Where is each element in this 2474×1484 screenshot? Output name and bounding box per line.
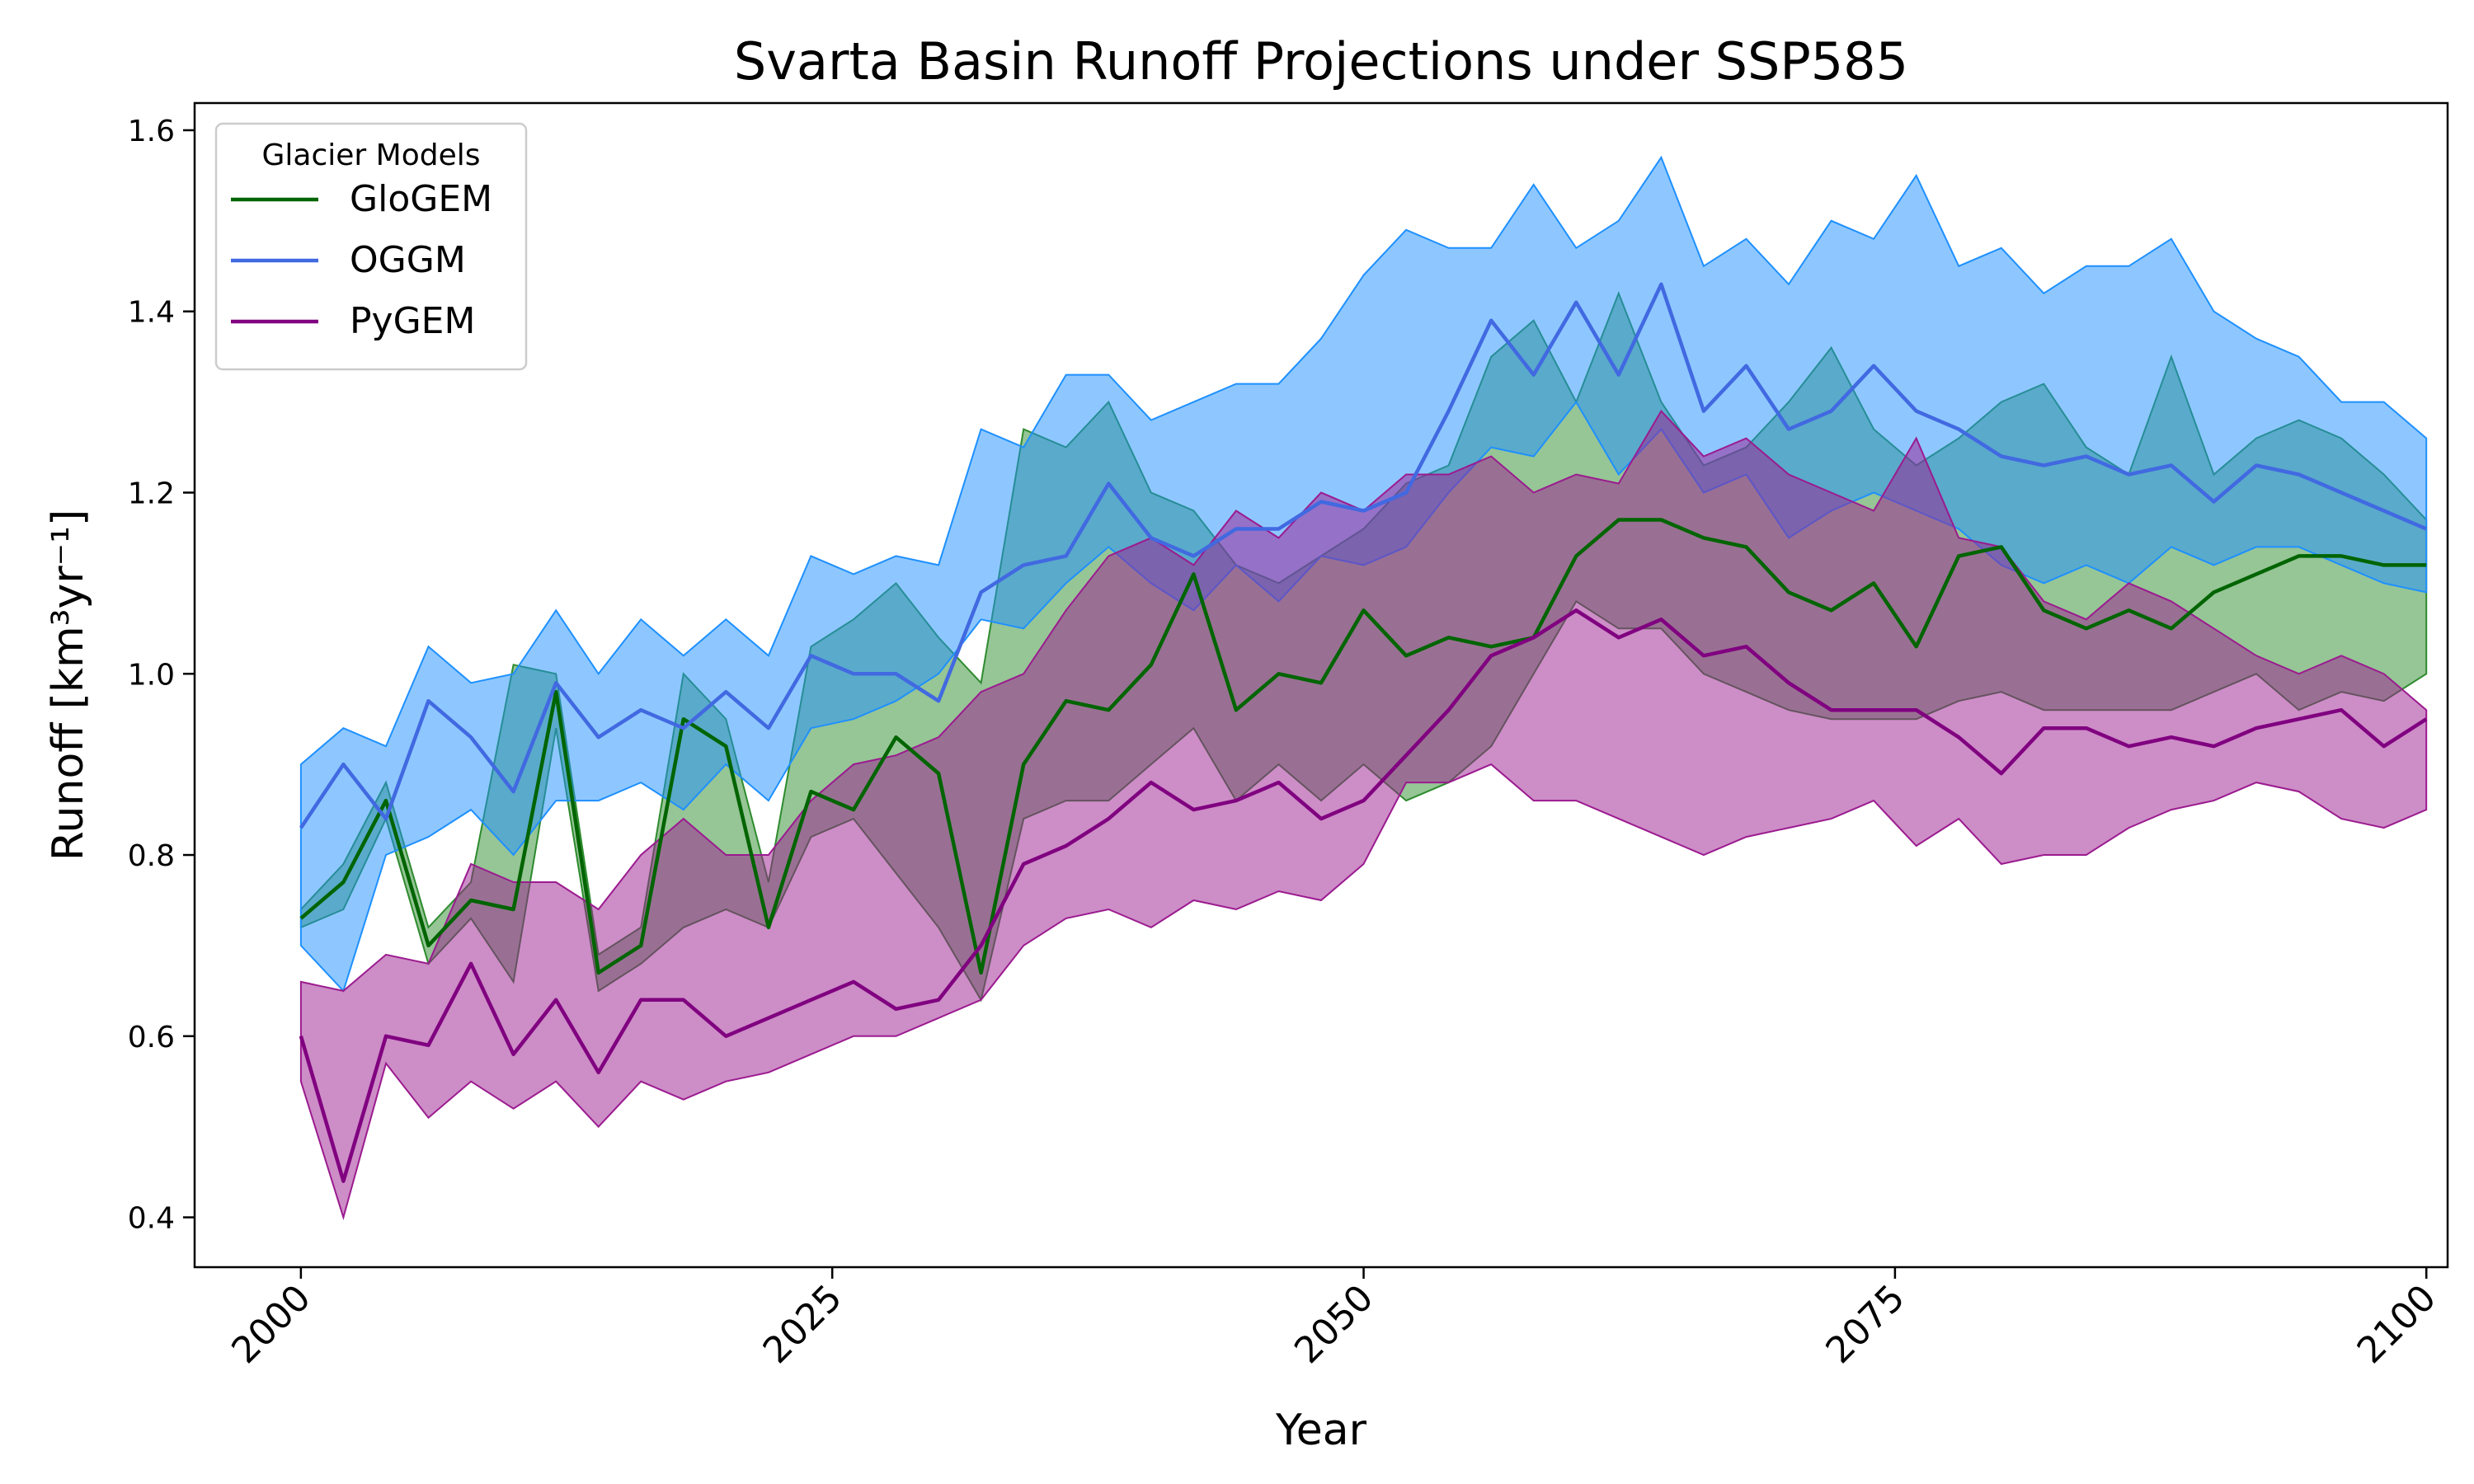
legend-label-pygem: PyGEM bbox=[350, 300, 475, 342]
y-tick-label-0.6: 0.6 bbox=[128, 1021, 175, 1054]
glogem-mean-line bbox=[299, 518, 2427, 975]
legend-box bbox=[214, 122, 528, 371]
pygem-mean-line bbox=[299, 608, 2428, 1183]
y-axis-ticks: 0.4 0.6 0.8 1.0 1.2 1.4 1.6 bbox=[128, 115, 195, 1236]
legend-title: Glacier Models bbox=[262, 139, 481, 172]
y-tick-label-1.2: 1.2 bbox=[128, 477, 175, 510]
y-tick-label-1: 1.0 bbox=[128, 658, 175, 692]
oggm-uncertainty-band bbox=[299, 155, 2428, 993]
mean-lines bbox=[299, 282, 2428, 1183]
y-tick-label-1.4: 1.4 bbox=[128, 296, 175, 330]
y-tick-label-1.6: 1.6 bbox=[128, 115, 175, 148]
oggm-mean-line bbox=[299, 282, 2428, 829]
legend-label-oggm: OGGM bbox=[350, 239, 466, 281]
chart-title: Svarta Basin Runoff Projections under SS… bbox=[734, 31, 1908, 92]
legend: Glacier Models GloGEM OGGM PyGEM bbox=[214, 122, 528, 371]
plot-frame bbox=[193, 101, 2449, 1269]
y-tick-label-0.4: 0.4 bbox=[128, 1202, 175, 1236]
legend-label-glogem: GloGEM bbox=[350, 178, 492, 220]
x-axis-label: Year bbox=[1275, 1406, 1367, 1455]
y-axis-label: Runoff [km³yr⁻¹] bbox=[44, 510, 93, 862]
y-tick-label-0.8: 0.8 bbox=[128, 839, 175, 873]
